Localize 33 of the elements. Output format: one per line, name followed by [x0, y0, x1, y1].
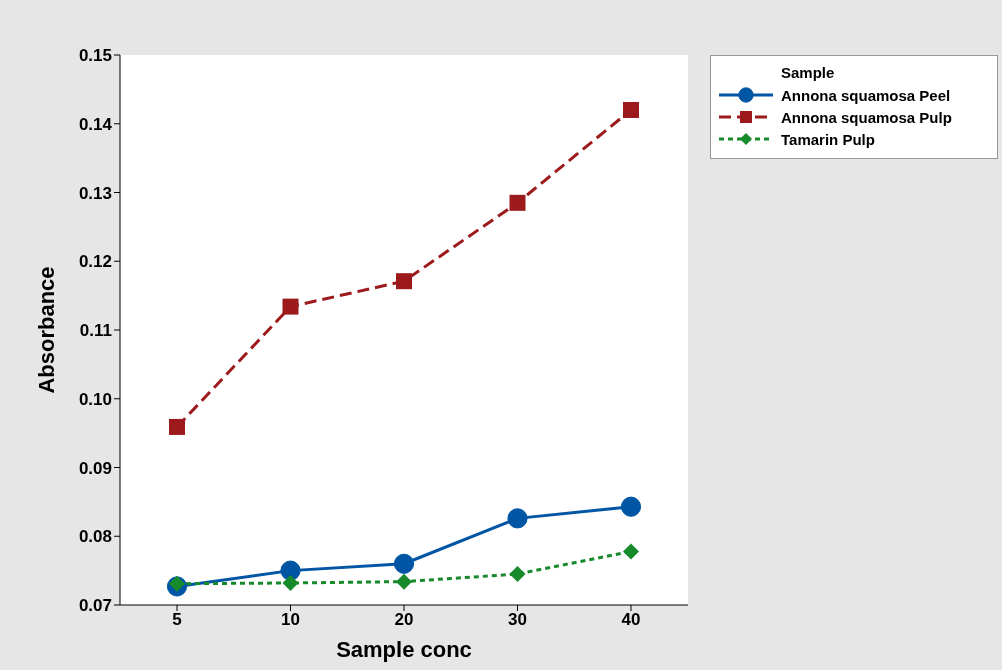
x-tick-label: 10 — [281, 610, 300, 630]
point — [282, 575, 299, 591]
legend-label: Tamarin Pulp — [781, 130, 875, 148]
point — [509, 194, 526, 211]
y-tick-label: 0.08 — [78, 527, 112, 547]
x-tick-label: 20 — [394, 610, 414, 630]
legend-label: Annona squamosa Pulp — [781, 108, 952, 126]
point — [169, 418, 185, 435]
point — [280, 560, 301, 581]
point — [509, 566, 526, 583]
x-tick-label: 40 — [621, 610, 641, 630]
legend-title: Sample — [781, 64, 836, 81]
point — [396, 273, 412, 290]
point — [623, 543, 639, 560]
point — [507, 508, 528, 529]
y-tick-label: 0.07 — [78, 596, 112, 616]
y-tick-label: 0.10 — [78, 389, 112, 409]
y-tick-label: 0.13 — [78, 183, 112, 203]
y-tick-label: 0.11 — [79, 321, 112, 341]
point — [623, 102, 639, 118]
point — [393, 553, 415, 574]
x-axis-title: Sample conc — [336, 637, 472, 662]
point — [282, 298, 299, 315]
x-tick-label: 30 — [508, 610, 527, 630]
y-tick-label: 0.14 — [78, 114, 113, 134]
point — [396, 573, 412, 590]
point — [620, 496, 642, 517]
y-tick-label: 0.09 — [78, 458, 112, 478]
y-axis-title: Absorbance — [33, 266, 59, 394]
x-tick-label: 5 — [172, 610, 182, 630]
y-tick-label: 0.12 — [78, 252, 112, 272]
legend-label: Annona squamosa Peel — [781, 86, 951, 104]
y-tick-label: 0.15 — [78, 46, 112, 66]
